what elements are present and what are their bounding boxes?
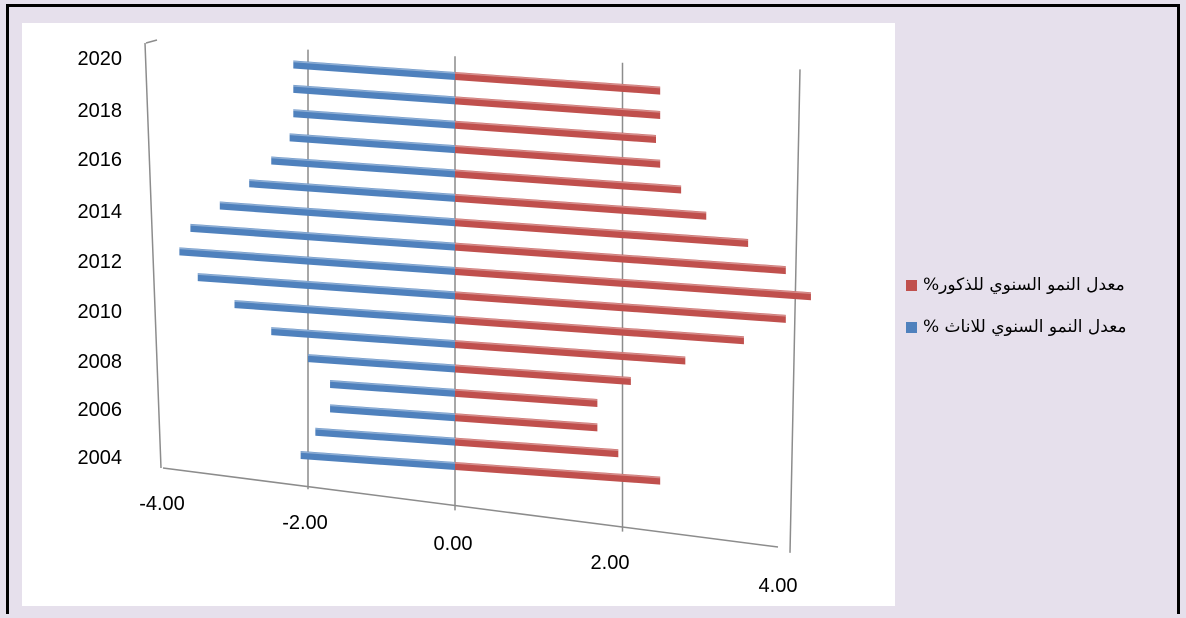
bar-male-2017 [455, 145, 661, 168]
bar-male-2012 [455, 267, 811, 301]
bar-male-2010 [455, 315, 744, 345]
bar-male-2005 [455, 437, 619, 458]
bar-highlight-female-2010 [234, 300, 456, 318]
gridline-4 [789, 69, 801, 553]
bar-male-2020 [455, 72, 661, 95]
legend-label-male: معدل النمو السنوي للذكور% [923, 275, 1125, 295]
bar-highlight-female-2013 [190, 224, 456, 245]
legend-item-female: معدل النمو السنوي للاناث % [906, 312, 1182, 342]
bar-female-2009 [271, 327, 455, 349]
bar-female-2019 [293, 84, 455, 105]
bar-female-2016 [271, 156, 455, 178]
bar-highlight-male-2010 [454, 316, 744, 339]
bar-highlight-male-2017 [454, 145, 661, 162]
bar-highlight-female-2020 [293, 60, 456, 74]
bar-highlight-male-2018 [454, 121, 657, 137]
y-tick-label-2006: 2006 [78, 399, 123, 421]
bar-female-2012 [179, 247, 455, 275]
bar-female-2017 [289, 133, 455, 154]
y-tick-label-2008: 2008 [78, 351, 123, 373]
gridline-0 [144, 42, 162, 469]
bar-highlight-male-2015 [454, 194, 707, 214]
bar-highlight-female-2004 [300, 451, 456, 464]
bar-female-2013 [190, 223, 455, 251]
bars-layer [179, 60, 811, 485]
x-tick-label-3: 2.00 [591, 552, 630, 574]
wall-corner [145, 39, 158, 44]
bar-female-2008 [308, 354, 455, 373]
bar-highlight-male-2004 [454, 462, 661, 479]
x-tick-label-2: 0.00 [434, 533, 473, 555]
bar-highlight-female-2007 [329, 380, 456, 391]
y-tick-label-2016: 2016 [78, 149, 123, 171]
bar-highlight-male-2007 [454, 389, 598, 401]
y-tick-label-2004: 2004 [78, 447, 123, 469]
x-tick-label-1: -2.00 [282, 512, 328, 534]
bar-highlight-female-2006 [329, 404, 456, 415]
legend-swatch-female [906, 321, 917, 333]
bar-highlight-male-2006 [454, 413, 598, 426]
bar-male-2006 [455, 413, 598, 432]
bar-highlight-female-2014 [219, 201, 456, 220]
bar-highlight-female-2005 [315, 427, 456, 440]
bar-highlight-female-2015 [249, 179, 456, 196]
bar-male-2015 [455, 193, 707, 220]
bar-female-2018 [293, 109, 455, 129]
y-tick-label-2018: 2018 [78, 100, 123, 122]
bar-female-2020 [293, 60, 455, 80]
bar-highlight-female-2008 [307, 354, 456, 367]
bar-highlight-male-2009 [454, 340, 686, 359]
bar-male-2013 [455, 242, 786, 275]
bar-highlight-male-2019 [454, 96, 661, 113]
bar-female-2010 [234, 300, 455, 324]
bar-male-2014 [455, 218, 749, 248]
legend-item-male: معدل النمو السنوي للذكور% [906, 270, 1182, 300]
bar-female-2011 [197, 273, 455, 300]
bar-female-2015 [249, 179, 455, 202]
bar-female-2005 [315, 427, 455, 446]
x-tick-labels: -4.00 -2.00 0.00 2.00 4.00 [139, 493, 797, 597]
bar-highlight-female-2011 [197, 273, 456, 294]
y-tick-label-2014: 2014 [78, 201, 123, 223]
bar-highlight-female-2018 [293, 109, 456, 123]
bar-highlight-male-2016 [454, 169, 682, 188]
bar-highlight-male-2013 [454, 242, 786, 268]
bar-male-2004 [455, 462, 661, 485]
bar-female-2006 [330, 404, 455, 422]
bar-female-2007 [330, 380, 455, 397]
y-tick-labels: 2020 2018 2016 2014 2012 2010 2008 2006 2004 [78, 48, 123, 469]
bar-highlight-male-2005 [454, 437, 619, 451]
legend-label-female: معدل النمو السنوي للاناث % [923, 317, 1127, 337]
bar-highlight-female-2016 [271, 156, 456, 172]
bar-highlight-male-2020 [454, 72, 661, 89]
bar-male-2016 [455, 169, 682, 194]
legend: معدل النمو السنوي للذكور% معدل النمو الس… [906, 270, 1182, 354]
bar-highlight-male-2008 [454, 364, 631, 379]
bar-male-2011 [455, 291, 786, 323]
bar-female-2014 [219, 201, 455, 227]
bar-highlight-female-2017 [289, 133, 456, 147]
bar-highlight-male-2012 [454, 267, 811, 295]
x-tick-label-4: 4.00 [759, 575, 798, 597]
bar-male-2018 [455, 120, 656, 144]
y-tick-label-2020: 2020 [78, 48, 123, 70]
x-tick-label-0: -4.00 [139, 493, 185, 515]
grid-layer [144, 39, 801, 553]
bar-highlight-female-2019 [293, 85, 456, 99]
y-tick-label-2012: 2012 [78, 251, 123, 273]
bar-highlight-female-2009 [271, 327, 456, 342]
bar-highlight-male-2011 [454, 291, 786, 317]
legend-swatch-male [906, 279, 917, 291]
floor-edge [162, 467, 779, 548]
bar-highlight-male-2014 [454, 218, 749, 241]
bar-female-2004 [300, 451, 455, 470]
bar-male-2007 [455, 388, 598, 407]
bar-highlight-female-2012 [179, 247, 456, 269]
bar-male-2009 [455, 340, 686, 365]
bar-male-2019 [455, 96, 661, 119]
y-tick-label-2010: 2010 [78, 301, 123, 323]
bar-male-2008 [455, 364, 631, 385]
